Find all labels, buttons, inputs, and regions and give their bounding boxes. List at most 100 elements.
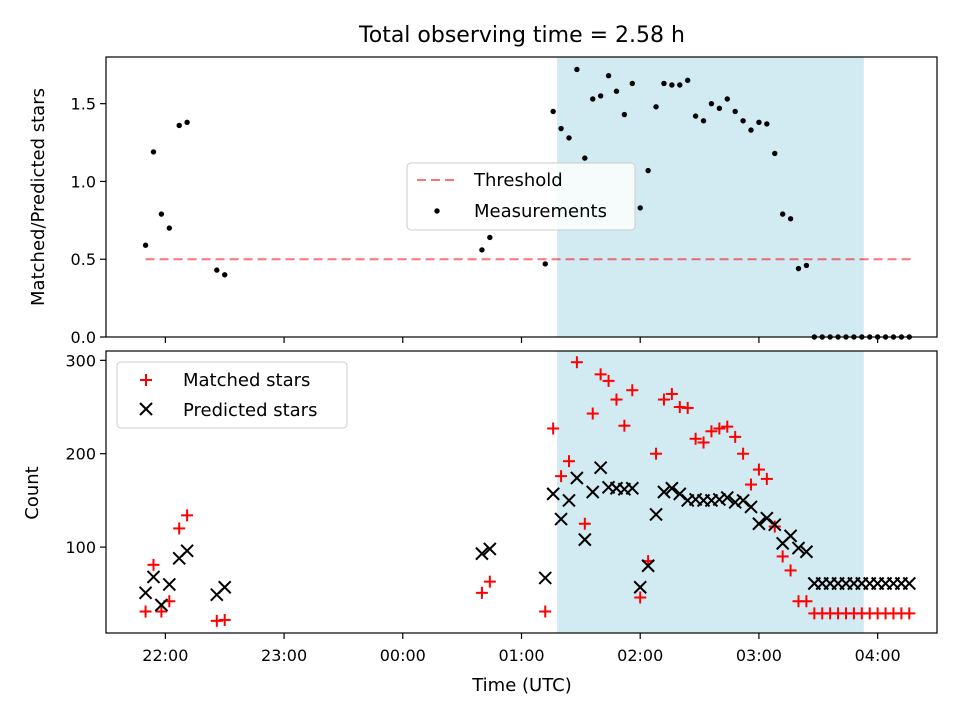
legend-predicted-swatch [139,402,153,416]
top-y-axis: 0.0 0.5 1.0 1.5 [71,95,106,347]
measurement-point [558,125,564,132]
predicted-star-point [593,461,608,475]
matched-star-point [729,430,742,443]
measurement-point [582,155,588,161]
matched-star-point [681,401,694,414]
matched-star-point [745,478,758,491]
measurement-point [158,211,165,217]
top-y-tick-label: 1.0 [71,172,96,191]
measurement-point [740,118,746,124]
measurement-point [184,119,190,126]
measurement-point [685,77,691,84]
matched-star-point [800,595,813,608]
measurement-point [661,80,667,87]
predicted-star-point [791,541,806,555]
measurement-point [142,242,149,248]
matched-star-point [737,447,750,460]
matched-star-point [705,425,718,438]
measurement-point [150,149,157,155]
legend-matched-label: Matched stars [183,370,310,391]
legend-measurements-swatch [434,208,440,214]
matched-star-point [760,472,773,485]
measurement-point [692,113,699,119]
predicted-stars-series [138,461,917,612]
measurement-point [756,119,762,126]
matched-star-point [218,613,231,626]
matched-star-point [139,605,152,618]
predicted-star-point [570,471,584,485]
predicted-star-point [752,517,766,531]
chart-title: Total observing time = 2.58 h [358,23,685,48]
measurements-series [142,66,912,340]
measurement-point [222,272,228,278]
matched-star-point [752,463,765,476]
x-tick-label: 00:00 [380,646,426,665]
measurement-point [166,225,173,231]
measurement-point [748,127,754,133]
predicted-star-point [578,532,592,547]
predicted-star-point [744,500,758,514]
x-axis-label: Time (UTC) [471,675,572,696]
bottom-legend: Matched stars Predicted stars [116,361,348,429]
predicted-star-point [665,481,679,495]
measurement-point [590,96,596,102]
top-y-axis-label: Matched/Predicted stars [28,88,49,306]
bottom-y-axis-label: Count [22,466,43,519]
matched-star-point [555,470,568,483]
measurement-point [550,108,556,115]
predicted-star-point [712,492,727,507]
predicted-star-point [154,598,169,612]
measurement-point [542,261,548,267]
predicted-star-point [633,580,647,594]
top-panel: 0.0 0.5 1.0 1.5 Matched/Predicted stars Thr… [28,56,938,347]
matched-star-point [475,586,488,599]
top-y-tick-label: 0.0 [71,328,96,347]
x-tick-label: 02:00 [617,646,663,665]
matched-star-point [665,387,678,400]
measurement-point [795,265,802,272]
matched-star-point [602,374,615,387]
predicted-star-point [562,493,576,508]
top-y-tick-label: 1.5 [71,95,96,114]
matched-star-point [610,393,623,406]
matched-star-point [562,455,575,468]
matched-star-point [586,407,599,420]
predicted-star-point [218,580,232,594]
predicted-star-point [625,481,640,495]
matched-star-point [650,447,663,460]
matched-star-point [155,605,168,618]
matched-star-point [903,607,916,620]
bottom-x-axis: 22:00 23:00 00:00 01:00 02:00 03:00 04:00 [142,633,901,665]
predicted-star-point [180,544,194,558]
top-x-ticks [164,337,879,343]
predicted-star-point [475,546,489,561]
bottom-y-tick-label: 300 [65,351,96,370]
measurement-point [566,135,572,141]
top-legend: Threshold Measurements [406,162,636,231]
top-y-tick-label: 0.5 [71,250,96,269]
matched-star-point [657,393,670,406]
measurement-point [621,111,628,118]
measurement-point [637,205,643,211]
measurement-point [803,262,810,269]
measurement-point [772,150,778,157]
measurement-point [764,121,770,127]
measurement-point [787,216,794,222]
matched-star-point [539,605,552,618]
predicted-star-point [728,495,742,509]
measurement-point [716,105,723,112]
predicted-star-point [138,586,153,600]
matched-star-point [713,422,726,435]
predicted-star-point [783,529,798,543]
matched-star-point [578,517,591,530]
x-tick-label: 23:00 [261,646,307,665]
matched-star-point [721,420,734,433]
predicted-star-point [720,490,734,505]
predicted-star-point [162,577,177,592]
matched-star-point [594,368,607,381]
measurement-point [669,82,675,88]
predicted-star-point [902,576,917,591]
measurement-point [700,118,707,124]
predicted-star-point [768,517,782,532]
x-tick-label: 22:00 [142,646,188,665]
